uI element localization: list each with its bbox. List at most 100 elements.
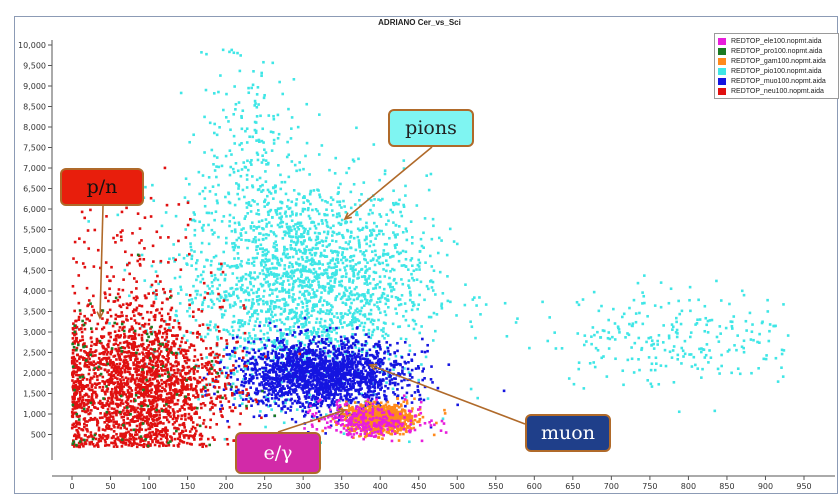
data-point	[285, 270, 289, 274]
data-point	[267, 399, 270, 403]
data-point	[333, 172, 337, 175]
data-point	[329, 304, 333, 307]
data-point	[247, 262, 251, 265]
data-point	[292, 329, 296, 332]
data-point	[352, 265, 355, 268]
data-point	[780, 366, 783, 369]
data-point	[317, 410, 321, 413]
data-point	[321, 350, 325, 353]
data-point	[297, 383, 300, 386]
data-point	[256, 337, 259, 341]
data-point	[358, 198, 361, 202]
data-point	[298, 350, 302, 353]
data-point	[283, 180, 287, 184]
data-point	[329, 279, 332, 283]
data-point	[528, 346, 531, 350]
data-point	[280, 201, 284, 204]
data-point	[358, 355, 362, 359]
data-point	[263, 148, 266, 152]
data-point	[349, 387, 353, 391]
data-point	[302, 371, 306, 375]
data-point	[292, 274, 295, 278]
data-point	[104, 440, 107, 444]
data-point	[259, 232, 262, 235]
data-point	[314, 365, 318, 369]
data-point	[782, 349, 786, 352]
data-point	[356, 362, 360, 365]
data-point	[248, 271, 252, 274]
data-point	[375, 259, 379, 262]
data-point	[401, 371, 404, 375]
data-point	[384, 332, 388, 336]
data-point	[286, 376, 290, 379]
data-point	[343, 247, 346, 251]
data-point	[355, 339, 358, 342]
data-point	[229, 354, 233, 358]
data-point	[301, 264, 305, 268]
data-point	[397, 401, 400, 405]
data-point	[232, 112, 236, 116]
data-point	[624, 336, 627, 339]
data-point	[294, 420, 298, 424]
data-point	[317, 273, 321, 277]
data-point	[255, 392, 258, 396]
data-point	[241, 109, 245, 113]
data-point	[628, 322, 631, 326]
data-point	[278, 341, 281, 345]
data-point	[234, 230, 237, 234]
data-point	[208, 323, 212, 327]
data-point	[369, 295, 373, 298]
data-point	[378, 343, 381, 347]
data-point	[140, 364, 144, 368]
data-point	[152, 199, 156, 202]
data-point	[214, 254, 218, 258]
data-point	[352, 274, 356, 278]
data-point	[427, 315, 431, 319]
data-point	[193, 233, 197, 237]
y-tick-label: 6,000	[23, 205, 46, 214]
data-point	[157, 373, 161, 376]
data-point	[315, 393, 319, 396]
data-point	[683, 352, 687, 356]
data-point	[366, 358, 370, 361]
data-point	[655, 362, 658, 365]
data-point	[235, 370, 239, 373]
data-point	[469, 320, 472, 324]
data-point	[345, 264, 349, 268]
data-point	[368, 274, 371, 278]
data-point	[274, 350, 277, 354]
data-point	[392, 365, 396, 369]
data-point	[374, 284, 378, 287]
data-point	[262, 272, 265, 276]
data-point	[327, 370, 330, 373]
data-point	[243, 217, 247, 220]
data-point	[240, 116, 243, 120]
data-point	[385, 213, 388, 216]
data-point	[324, 199, 327, 203]
data-point	[380, 328, 383, 332]
data-point	[177, 292, 180, 295]
data-point	[553, 331, 556, 334]
data-point	[283, 264, 287, 267]
data-point	[390, 255, 394, 258]
data-point	[285, 333, 289, 336]
data-point	[408, 374, 412, 377]
data-point	[298, 397, 301, 401]
data-point	[288, 352, 292, 356]
data-point	[300, 300, 304, 304]
data-point	[108, 322, 111, 325]
data-point	[214, 277, 217, 280]
data-point	[236, 51, 239, 55]
data-point	[217, 235, 220, 239]
data-point	[233, 301, 237, 304]
data-point	[285, 215, 288, 218]
data-point	[308, 192, 312, 196]
data-point	[141, 342, 145, 346]
data-point	[234, 303, 237, 306]
data-point	[208, 370, 211, 374]
data-point	[227, 292, 231, 296]
data-point	[320, 291, 323, 294]
data-point	[325, 224, 329, 227]
data-point	[328, 394, 332, 397]
data-point	[400, 379, 403, 383]
